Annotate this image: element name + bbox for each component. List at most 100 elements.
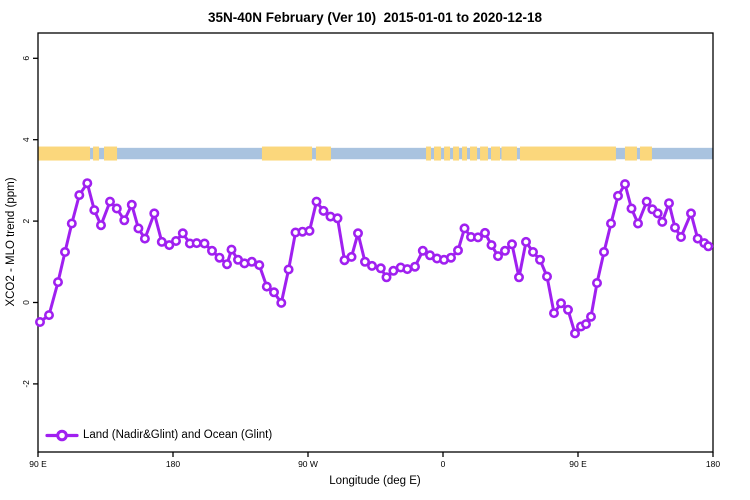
data-line (38, 181, 710, 335)
data-point-marker (663, 198, 674, 209)
data-point-marker (171, 236, 182, 247)
map-strip-land-segment (491, 146, 500, 161)
data-point-marker (133, 223, 144, 234)
data-point-marker (375, 263, 386, 274)
map-strip-land-segment (93, 146, 100, 161)
data-point-marker (641, 196, 652, 207)
data-point-marker (318, 205, 329, 216)
data-point-marker (541, 271, 552, 282)
map-strip-land-segment (315, 146, 331, 161)
y-tick-label: 6 (21, 56, 31, 61)
data-point-marker (459, 223, 470, 234)
data-point-marker (74, 190, 85, 201)
map-strip-land-segment (470, 146, 478, 161)
data-point-marker (139, 233, 150, 244)
data-point-marker (207, 245, 218, 256)
data-point-marker (261, 281, 272, 292)
y-axis-label-text: XCO2 - MLO trend (ppm) (5, 177, 17, 307)
x-tick-label: 90 E (569, 459, 587, 469)
data-point-marker (283, 264, 294, 275)
data-point-marker (246, 256, 257, 267)
data-point-marker (276, 297, 287, 308)
data-point-marker (499, 245, 510, 256)
data-point-marker (513, 272, 524, 283)
x-tick-label: 0 (441, 459, 446, 469)
data-point-marker (452, 245, 463, 256)
data-point-marker (486, 240, 497, 251)
data-point-marker (126, 199, 137, 210)
y-tick-label: 0 (21, 300, 31, 305)
data-point-marker (222, 259, 233, 270)
data-point-marker (598, 247, 609, 258)
map-strip-land-segment (104, 146, 118, 161)
data-point-marker (177, 228, 188, 239)
map-strip-land-segment (462, 146, 467, 161)
data-point-marker (657, 216, 668, 227)
data-point-marker (43, 310, 54, 321)
map-strip-ocean (38, 147, 713, 160)
x-tick-label: 90 W (298, 459, 318, 469)
data-point-marker (311, 196, 322, 207)
y-tick-label: 2 (21, 218, 31, 223)
map-strip-land-segment (519, 146, 616, 161)
y-tick-label: 4 (21, 137, 31, 142)
data-point-marker (520, 236, 531, 247)
map-strip-land-segment (501, 146, 517, 161)
data-point-marker (268, 287, 279, 298)
data-point-marker (472, 232, 483, 243)
data-point-marker (352, 228, 363, 239)
data-point-marker (703, 241, 714, 252)
data-point-marker (675, 232, 686, 243)
data-point-marker (359, 256, 370, 267)
map-strip-land-segment (624, 146, 637, 161)
data-point-marker (652, 208, 663, 219)
data-point-marker (692, 233, 703, 244)
x-tick-label: 90 E (29, 459, 47, 469)
data-point-marker (59, 247, 70, 258)
data-point-marker (149, 208, 160, 219)
data-point-marker (199, 238, 210, 249)
data-point-marker (585, 311, 596, 322)
data-point-marker (555, 298, 566, 309)
data-point-marker (506, 239, 517, 250)
chart-title: 35N-40N February (Ver 10) 2015-01-01 to … (208, 10, 542, 25)
data-point-marker (626, 203, 637, 214)
data-point-marker (89, 205, 100, 216)
data-point-marker (562, 304, 573, 315)
data-point-marker (254, 260, 265, 271)
data-point-marker (619, 179, 630, 190)
data-point-marker (304, 225, 315, 236)
map-strip-land-segment (434, 146, 442, 161)
data-point-marker (96, 220, 107, 231)
data-point-marker (191, 238, 202, 249)
data-point-marker (346, 251, 357, 262)
data-point-marker (492, 251, 503, 262)
data-point-marker (479, 227, 490, 238)
data-point-marker (569, 328, 580, 339)
data-point-marker (612, 190, 623, 201)
plot-box (37, 32, 714, 453)
data-point-marker (580, 319, 591, 330)
legend-marker (56, 429, 68, 442)
x-tick-label: 180 (706, 459, 720, 469)
data-point-marker (685, 208, 696, 219)
data-point-marker (534, 254, 545, 265)
data-point-marker (402, 264, 413, 275)
map-strip-land-segment (480, 146, 488, 161)
data-point-marker (226, 244, 237, 255)
legend-label: Land (Nadir&Glint) and Ocean (Glint) (83, 429, 273, 441)
data-point-marker (591, 277, 602, 288)
y-tick-label: -2 (21, 380, 31, 388)
x-axis-label: Longitude (deg E) (329, 475, 421, 487)
map-strip-land-segment (453, 146, 460, 161)
map-strip-land-segment (38, 146, 91, 161)
data-point-marker (605, 218, 616, 229)
data-point-marker (34, 316, 45, 327)
x-tick-label: 180 (166, 459, 180, 469)
map-strip-land-segment (639, 146, 652, 161)
data-point-marker (445, 252, 456, 263)
map-strip-land-segment (426, 146, 431, 161)
data-point-marker (82, 178, 93, 189)
